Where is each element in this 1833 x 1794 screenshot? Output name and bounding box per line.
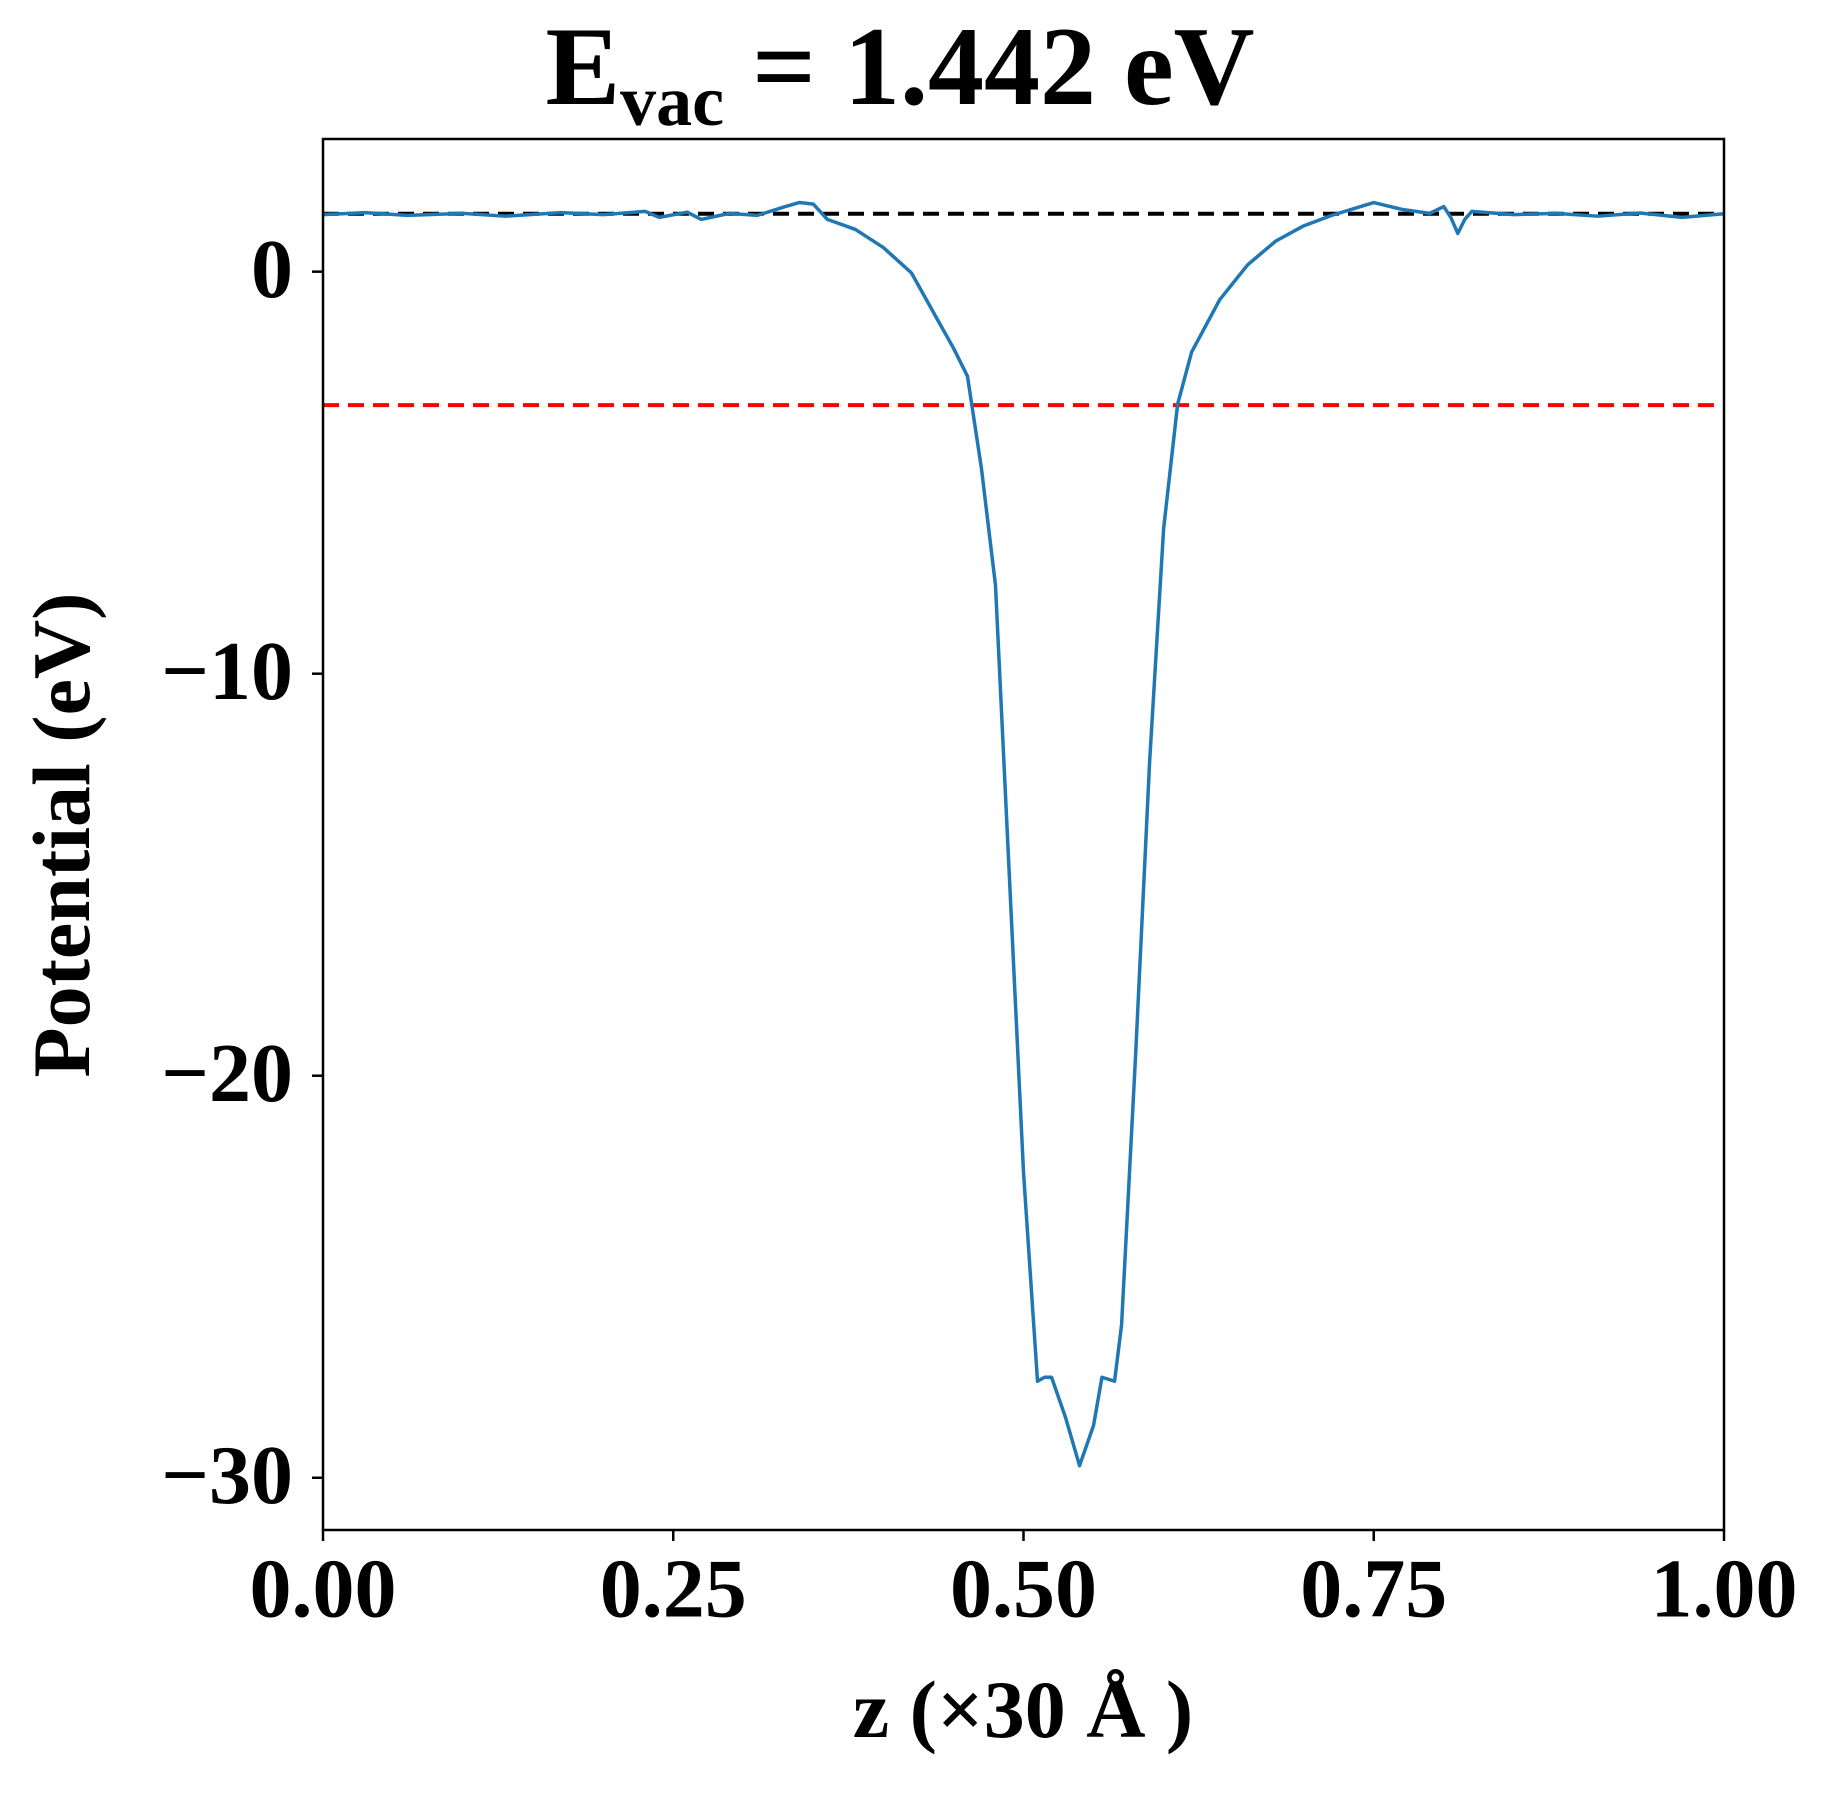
x-tick-label: 1.00 [1651,1542,1798,1635]
x-tick-label: 0.25 [600,1542,747,1635]
y-tick-label: −10 [161,625,293,718]
x-axis-label: z (×30 Å ) [853,1664,1193,1755]
chart-title: Evac = 1.442 eV [545,5,1254,141]
plot-frame [321,137,1726,1532]
data-line [322,200,1725,1468]
y-axis-label: Potential (eV) [16,593,107,1078]
y-tick-label: −30 [161,1429,293,1522]
y-tick-label: −20 [161,1027,293,1120]
x-tick-label: 0.75 [1300,1542,1447,1635]
x-tick-label: 0.00 [250,1542,397,1635]
x-tick-label: 0.50 [950,1542,1097,1635]
y-tick-label: 0 [251,223,293,316]
